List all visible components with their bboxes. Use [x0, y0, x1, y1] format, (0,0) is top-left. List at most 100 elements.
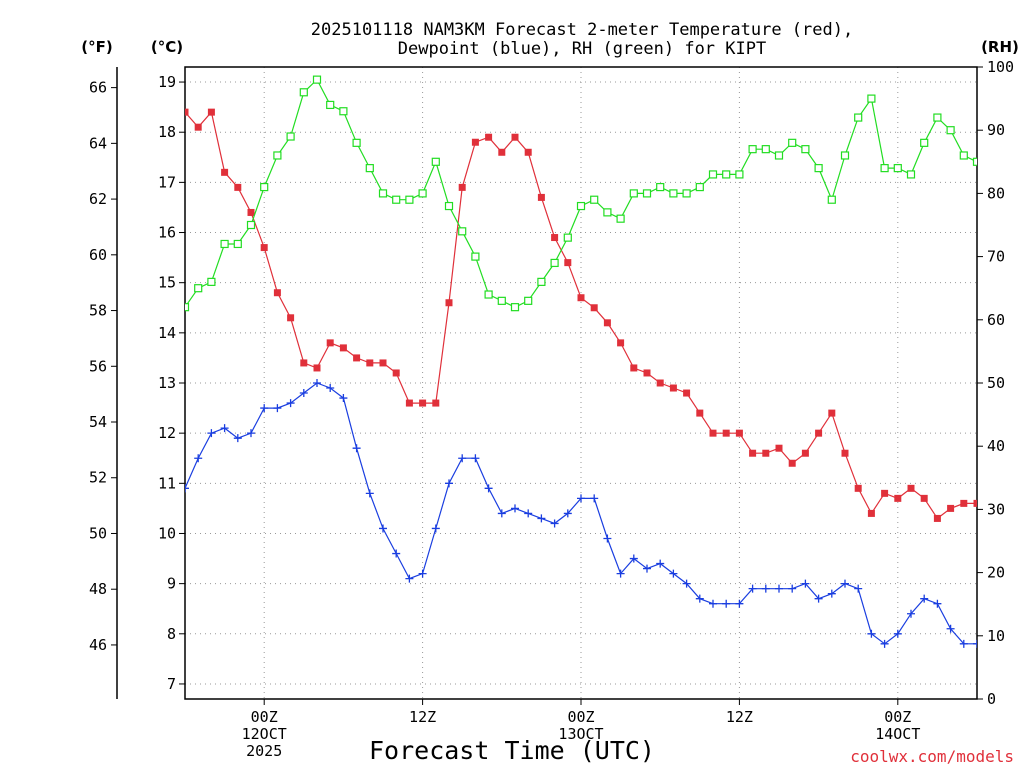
rh-point	[497, 296, 506, 305]
dewpoint-point	[339, 394, 348, 403]
rh-point	[880, 164, 889, 173]
rh-point	[642, 189, 652, 198]
fahrenheit-tick-label: 50	[89, 524, 107, 542]
fahrenheit-tick-label: 66	[89, 79, 107, 97]
rh-point	[418, 189, 427, 198]
temperature-point	[775, 444, 783, 452]
dewpoint-point	[207, 429, 216, 438]
rh-point	[563, 233, 572, 242]
rh-point	[708, 170, 718, 179]
rh-point	[246, 220, 256, 230]
rh-tick-label: 40	[987, 437, 1005, 455]
fahrenheit-tick-label: 52	[89, 469, 107, 487]
temperature-point	[643, 369, 651, 377]
temperature-point	[353, 354, 361, 362]
temperature-point	[907, 484, 915, 492]
temperature-point	[696, 409, 704, 417]
celsius-tick-label: 8	[167, 625, 176, 643]
rh-point	[840, 151, 850, 160]
dewpoint-point	[748, 584, 757, 593]
dewpoint-point	[233, 434, 242, 443]
rh-point	[748, 145, 757, 154]
dewpoint-point	[933, 599, 942, 608]
dewpoint-point	[445, 479, 453, 488]
data-series	[185, 75, 977, 648]
dewpoint-point	[458, 454, 467, 463]
x-tick-label: 14OCT	[875, 725, 920, 743]
temperature-point	[683, 389, 691, 397]
dewpoint-point	[326, 384, 335, 393]
rh-point	[194, 284, 203, 293]
dewpoint-point	[709, 599, 717, 608]
temperature-point	[445, 299, 453, 307]
chart-title-line2: Dewpoint (blue), RH (green) for KIPT	[398, 39, 766, 59]
rh-point	[458, 227, 467, 236]
temperature-point	[366, 359, 374, 367]
dewpoint-point	[273, 404, 282, 413]
rh-point	[471, 252, 480, 261]
rh-point	[510, 303, 520, 312]
fahrenheit-tick-label: 54	[89, 413, 107, 431]
grid-lines	[185, 67, 977, 699]
rh-point	[722, 170, 731, 179]
celsius-tick-label: 11	[158, 474, 176, 492]
rh-tick-label: 80	[987, 184, 1005, 202]
rh-tick-label: 20	[987, 564, 1005, 582]
credit-label: coolwx.com/models	[850, 747, 1014, 766]
dewpoint-point	[959, 639, 968, 648]
dewpoint-point	[603, 534, 612, 543]
fahrenheit-tick-label: 60	[89, 246, 107, 264]
celsius-unit-label: (°C)	[151, 38, 183, 56]
temperature-point	[630, 364, 638, 372]
dewpoint-point	[761, 584, 770, 593]
x-tick-label: 12Z	[409, 708, 436, 726]
temperature-point	[603, 319, 611, 327]
dewpoint-point	[616, 569, 625, 578]
temperature-point	[617, 339, 625, 347]
rh-point	[735, 170, 744, 179]
rh-point	[801, 145, 810, 154]
celsius-tick-label: 12	[158, 424, 176, 442]
rh-point	[814, 164, 823, 173]
temperature-point	[234, 183, 242, 191]
rh-tick-label: 10	[987, 627, 1005, 645]
rh-point	[537, 277, 546, 286]
temperature-point	[815, 429, 823, 437]
rh-point	[233, 239, 242, 249]
temperature-point	[524, 148, 532, 156]
dewpoint-point	[682, 579, 691, 588]
rh-point	[339, 107, 348, 116]
rh-point	[378, 189, 388, 198]
dewpoint-point	[392, 549, 401, 558]
temperature-point	[221, 168, 229, 176]
rh-point	[788, 138, 797, 147]
temperature-point	[392, 369, 400, 377]
rh-point	[392, 195, 401, 204]
dewpoint-point	[946, 624, 955, 633]
temperature-point	[313, 364, 321, 372]
celsius-tick-label: 19	[158, 73, 176, 91]
dewpoint-point	[550, 519, 559, 528]
temperature-point	[207, 108, 215, 116]
dewpoint-point	[735, 599, 744, 608]
rh-point	[933, 113, 942, 122]
dewpoint-point	[656, 559, 665, 568]
celsius-tick-label: 14	[158, 324, 176, 342]
dewpoint-point	[920, 594, 929, 603]
rh-tick-label: 50	[987, 374, 1005, 392]
fahrenheit-tick-label: 62	[89, 190, 107, 208]
x-tick-label: 00Z	[251, 708, 278, 726]
celsius-tick-label: 9	[167, 575, 176, 593]
dewpoint-point	[194, 454, 203, 463]
rh-point	[854, 113, 863, 122]
series-temperature	[185, 108, 977, 522]
rh-tick-label: 100	[987, 58, 1014, 76]
temperature-point	[564, 259, 572, 267]
rh-point	[946, 126, 955, 135]
x-tick-label: 00Z	[884, 708, 911, 726]
fahrenheit-tick-label: 58	[89, 302, 107, 320]
rh-point	[273, 151, 282, 160]
chart-title-line1: 2025101118 NAM3KM Forecast 2-meter Tempe…	[311, 20, 853, 40]
celsius-tick-label: 17	[158, 173, 176, 191]
temperature-point	[471, 138, 479, 146]
